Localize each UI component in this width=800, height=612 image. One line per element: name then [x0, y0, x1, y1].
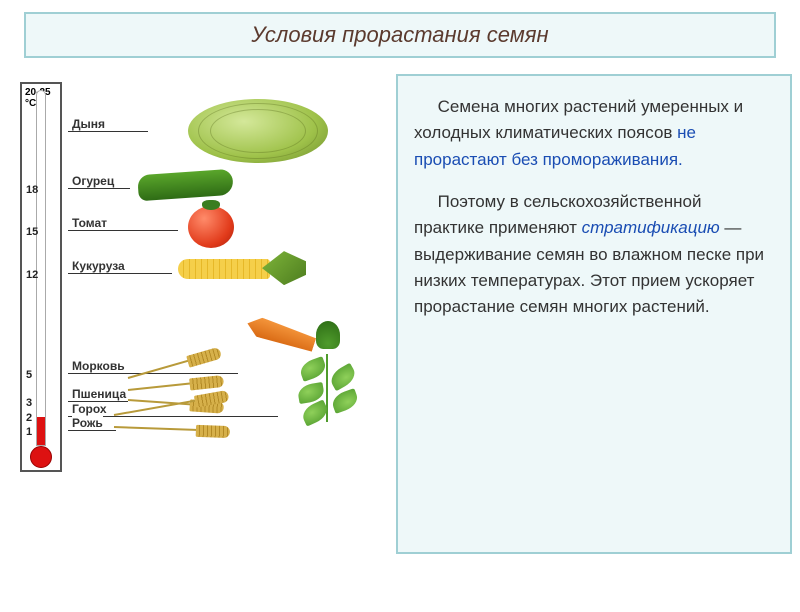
thermo-fill: [37, 417, 45, 445]
thermo-tick: 5: [26, 370, 32, 381]
pea-icon: [284, 354, 374, 424]
paragraph-1: Семена многих растений умеренных и холод…: [414, 94, 774, 173]
plant-label: Огурец: [72, 174, 114, 188]
main-layout: 20-25 °С 1815125321 ДыняОгурецТоматКукур…: [0, 74, 800, 554]
leader-line: [68, 188, 130, 189]
rye-icon: [114, 406, 244, 446]
thermometer: 20-25 °С 1815125321: [20, 82, 62, 472]
thermo-tick: 12: [26, 270, 38, 281]
leader-line: [68, 430, 116, 431]
plant-label: Горох: [72, 402, 107, 416]
plant-label: Пшеница: [72, 387, 126, 401]
thermo-tick: 15: [26, 227, 38, 238]
thermo-tick: 3: [26, 398, 32, 409]
thermo-tick: 1: [26, 427, 32, 438]
plant-label: Морковь: [72, 359, 125, 373]
thermo-tick: 2: [26, 413, 32, 424]
thermo-tick: 18: [26, 185, 38, 196]
leader-line: [68, 273, 172, 274]
leader-line: [68, 131, 148, 132]
leader-line: [68, 230, 178, 231]
plant-label: Кукуруза: [72, 259, 125, 273]
plant-label: Рожь: [72, 416, 103, 430]
paragraph-2: Поэтому в сельскохозяйственной практике …: [414, 189, 774, 321]
text-panel: Семена многих растений умеренных и холод…: [396, 74, 792, 554]
melon-icon: [188, 99, 328, 163]
plant-label: Томат: [72, 216, 107, 230]
thermo-tube: [36, 90, 46, 446]
thermo-bulb: [30, 446, 52, 468]
p2-term: стратификацию: [582, 218, 720, 237]
plant-label: Дыня: [72, 117, 105, 131]
corn-icon: [178, 255, 298, 283]
diagram-panel: 20-25 °С 1815125321 ДыняОгурецТоматКукур…: [8, 74, 388, 514]
page-title: Условия прорастания семян: [24, 12, 776, 58]
